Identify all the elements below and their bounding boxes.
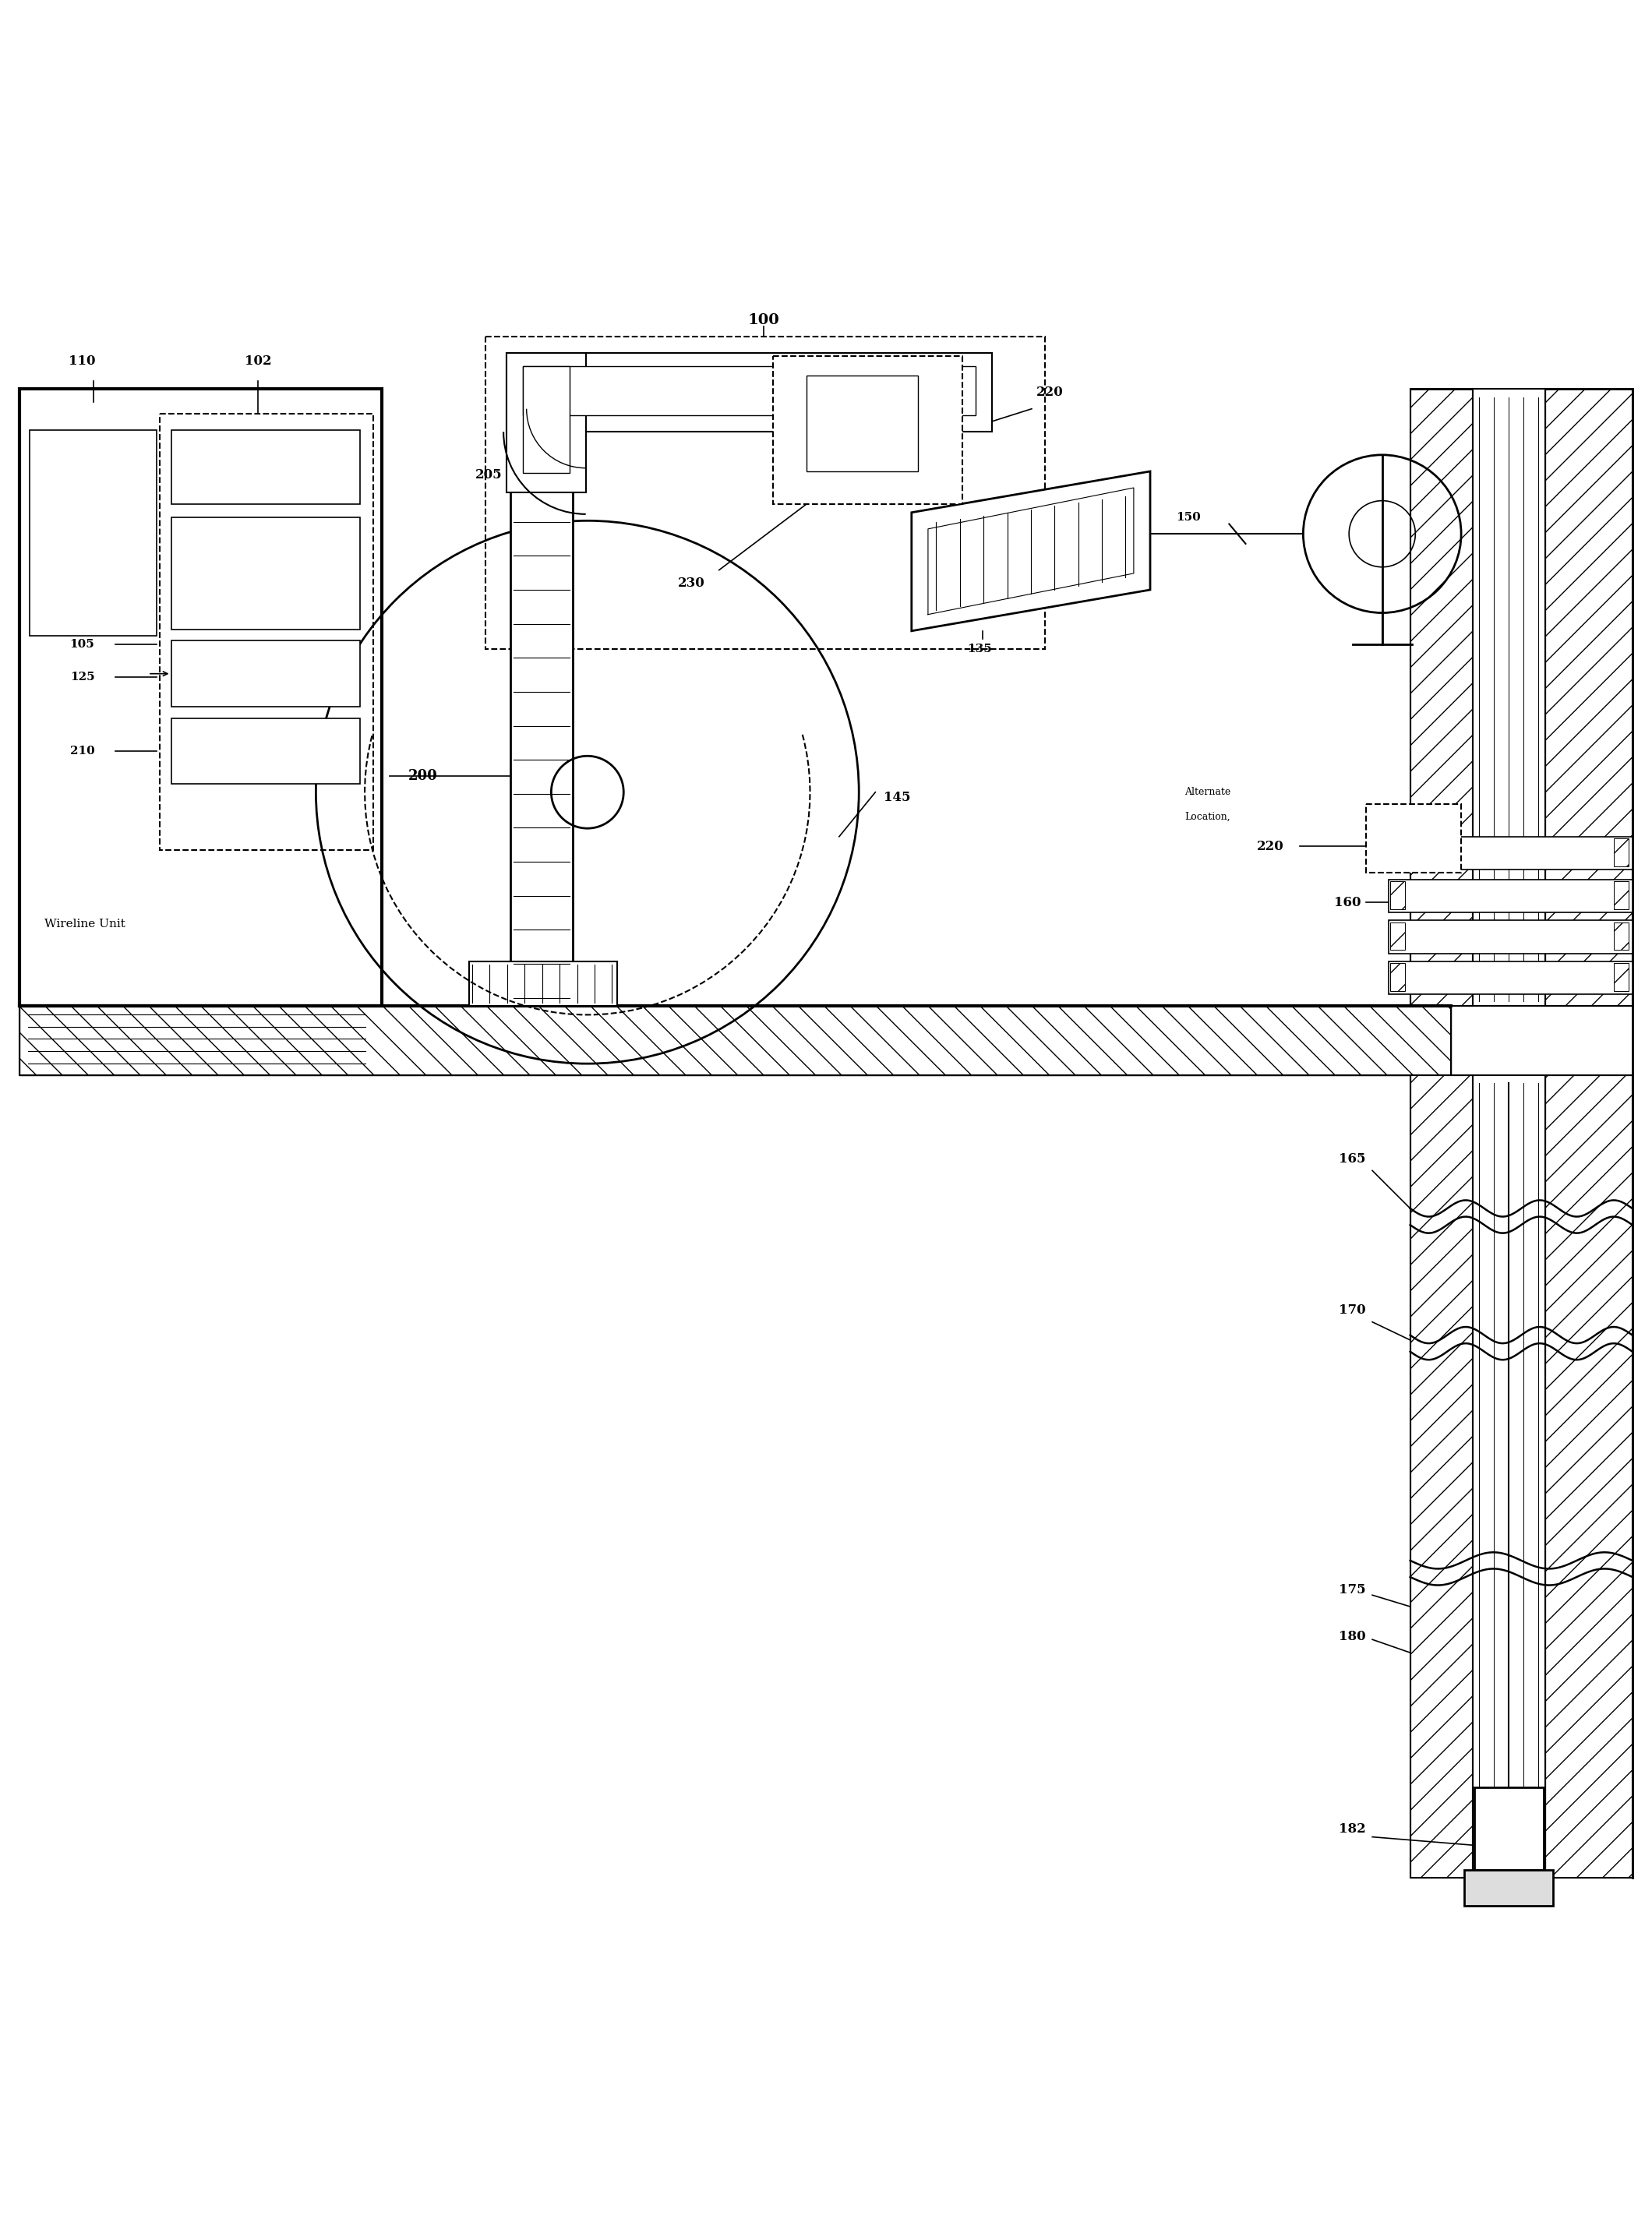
Text: 170: 170 [1338,1304,1366,1318]
Text: Wireline Unit: Wireline Unit [45,919,126,928]
Text: 102: 102 [244,354,273,367]
Bar [20,1006,1452,1075]
Bar [30,430,157,637]
Bar [172,719,360,784]
Bar [524,365,976,416]
Bar [1472,390,1545,1006]
Bar [172,516,360,630]
Text: 165: 165 [1338,1153,1366,1166]
Text: Interface: Interface [69,530,114,539]
Text: Light: Light [253,668,279,679]
Text: 230: 230 [677,577,705,590]
Polygon shape [912,472,1150,630]
Bar [20,390,382,1006]
Bar [1366,804,1460,873]
Bar [524,365,570,472]
Text: Location,: Location, [1184,812,1231,821]
Text: Level Wind: Level Wind [993,550,1052,561]
Bar [1614,839,1629,866]
Bar [160,414,373,850]
Bar [1389,962,1632,995]
Bar [1389,922,1632,953]
Bar [1614,964,1629,991]
Bar [773,356,963,505]
Text: Camera: Camera [248,746,286,757]
Bar [1411,390,1472,1006]
Text: 220: 220 [1257,839,1284,853]
Text: 220: 220 [1036,385,1064,398]
Text: 205: 205 [476,467,502,481]
Text: 145: 145 [884,790,910,804]
Bar [507,354,586,492]
Bar [1474,1787,1543,1870]
Bar [507,354,993,432]
Text: 175: 175 [1338,1583,1366,1596]
Bar [1464,1870,1553,1905]
Bar [1391,922,1406,951]
Text: 135: 135 [968,643,993,654]
Bar [1545,1075,1632,1879]
Text: 155: 155 [1422,481,1449,494]
Text: Controller: Controller [241,574,292,585]
Text: 110: 110 [69,354,96,367]
Bar [172,641,360,706]
Bar [1411,1075,1472,1879]
Text: 160: 160 [1333,895,1361,908]
Text: 200: 200 [408,768,438,784]
Bar [1389,879,1632,913]
Bar [486,336,1044,650]
Bar [20,1006,1452,1075]
Bar [1614,881,1629,908]
Text: 105: 105 [69,639,94,650]
Bar [1391,839,1406,866]
Bar [172,430,360,505]
Text: Light P.S.: Light P.S. [243,463,289,474]
Bar [1411,1075,1472,1879]
Bar [1472,1075,1545,1879]
Text: 134: 134 [329,770,354,781]
Text: Alternate: Alternate [1184,788,1231,797]
Bar [469,962,616,1006]
Text: 210: 210 [69,746,94,757]
Text: 182: 182 [1338,1823,1366,1834]
Text: 125: 125 [69,672,94,683]
Text: 100: 100 [748,314,780,327]
Bar [806,376,919,472]
Bar [1545,390,1632,1006]
Bar [510,479,573,1006]
Text: 180: 180 [1338,1629,1366,1643]
Text: 150: 150 [1176,512,1201,523]
Bar [1389,837,1632,870]
Bar [1614,922,1629,951]
Bar [1391,881,1406,908]
Bar [1545,390,1632,1006]
Text: User: User [81,499,104,510]
Bar [1391,964,1406,991]
Bar [1411,390,1472,1006]
Text: DSP Image: DSP Image [240,545,294,554]
Bar [1545,1075,1632,1879]
